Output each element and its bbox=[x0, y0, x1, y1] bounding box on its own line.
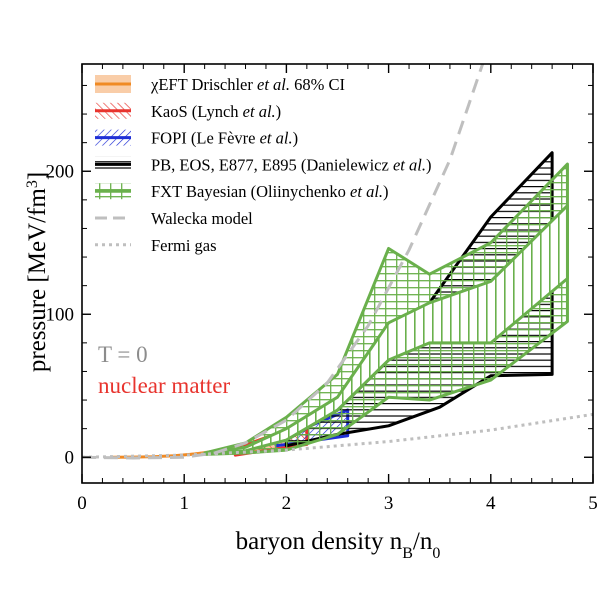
legend-item-pb-eos: PB, EOS, E877, E895 (Danielewicz et al.) bbox=[95, 155, 431, 174]
bands-layer bbox=[112, 151, 569, 459]
legend-label: Walecka model bbox=[151, 209, 253, 228]
legend-label: KaoS (Lynch et al.) bbox=[151, 102, 281, 121]
legend-label: FXT Bayesian (Oliinychenko et al.) bbox=[151, 182, 389, 201]
legend-item-fxt-bayesian: FXT Bayesian (Oliinychenko et al.) bbox=[95, 182, 389, 201]
x-tick-label: 2 bbox=[282, 493, 292, 514]
annotation-temperature: T = 0 bbox=[98, 342, 148, 367]
plot-frame bbox=[81, 63, 594, 484]
line-fermi-gas bbox=[82, 412, 593, 459]
x-axis-label: baryon density nB/n0 bbox=[236, 528, 441, 562]
ticks-layer: 0 1 2 3 4 5 0 100 200 bbox=[46, 64, 598, 514]
y-axis-label: pressure [MeV/fm3] bbox=[24, 172, 52, 372]
legend-label: PB, EOS, E877, E895 (Danielewicz et al.) bbox=[151, 155, 431, 174]
x-tick-label: 0 bbox=[77, 493, 87, 514]
lines-layer bbox=[82, 64, 593, 460]
y-tick-label: 100 bbox=[46, 304, 75, 325]
legend-item-kaos-lynch: KaoS (Lynch et al.) bbox=[95, 102, 281, 121]
annotation-nuclear-matter: nuclear matter bbox=[98, 373, 231, 398]
legend: χEFT Drischler et al. 68% CI KaoS (Lynch … bbox=[95, 75, 431, 255]
legend-label: FOPI (Le Fèvre et al.) bbox=[151, 129, 298, 148]
legend-item-eft-drischler: χEFT Drischler et al. 68% CI bbox=[95, 75, 345, 94]
y-tick-label: 0 bbox=[65, 447, 75, 468]
x-tick-label: 3 bbox=[384, 493, 394, 514]
legend-item-fopi-le: FOPI (Le Fèvre et al.) bbox=[95, 129, 298, 148]
legend-label: Fermi gas bbox=[151, 236, 217, 255]
legend-item-walecka-model: Walecka model bbox=[95, 209, 253, 228]
x-tick-label: 1 bbox=[179, 493, 189, 514]
x-tick-label: 5 bbox=[588, 493, 598, 514]
legend-item-fermi-gas: Fermi gas bbox=[95, 236, 217, 255]
x-tick-label: 4 bbox=[486, 493, 496, 514]
band-inner-fxt-bayesian bbox=[203, 204, 569, 456]
y-tick-label: 200 bbox=[46, 161, 75, 182]
legend-label: χEFT Drischler et al. 68% CI bbox=[150, 75, 345, 94]
